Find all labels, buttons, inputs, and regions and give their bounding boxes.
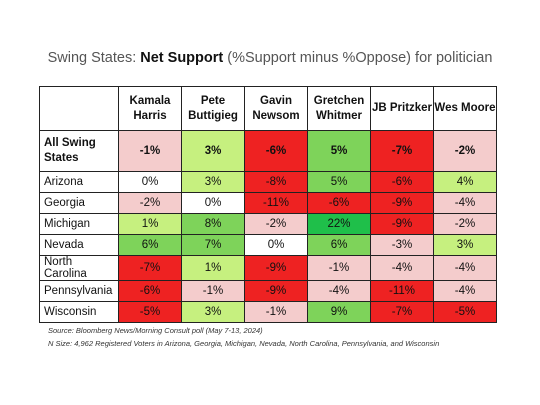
row-label-line1: North Carolina [44, 256, 87, 280]
heat-cell: -9% [370, 192, 434, 214]
heat-cell: -7% [370, 130, 434, 172]
heat-cell: -4% [433, 280, 497, 302]
heat-cell: -1% [181, 280, 245, 302]
table-row: Nevada 6% 7% 0% 6% -3% 3% [39, 234, 497, 256]
column-header-line1: Gretchen [313, 94, 365, 107]
row-label-line2: States [44, 152, 79, 164]
heat-cell: 6% [307, 234, 371, 256]
sample-size-line: N Size: 4,962 Registered Voters in Arizo… [48, 339, 440, 348]
heat-cell: -5% [433, 301, 497, 323]
row-label-line1: Michigan [44, 218, 91, 230]
title-bold: Net Support [140, 50, 224, 66]
heat-cell: -9% [244, 255, 308, 281]
table-row: Wisconsin -5% 3% -1% 9% -7% -5% [39, 301, 497, 323]
column-header-line1: Pete [200, 94, 226, 107]
heat-cell: -2% [433, 130, 497, 172]
heat-cell: 9% [307, 301, 371, 323]
column-header-line2: Newsom [252, 109, 300, 122]
table-row: Pennsylvania -6% -1% -9% -4% -11% -4% [39, 280, 497, 302]
heat-cell: 3% [181, 171, 245, 193]
heat-cell: -5% [118, 301, 182, 323]
heat-cell: 8% [181, 213, 245, 235]
title-prefix: Swing States: [47, 50, 141, 66]
heat-cell: -7% [370, 301, 434, 323]
heat-cell: -4% [370, 255, 434, 281]
column-header: JB Pritzker [370, 86, 434, 131]
row-label-line1: Nevada [44, 239, 84, 251]
row-label: Michigan [39, 213, 119, 235]
heat-cell: 4% [433, 171, 497, 193]
heat-cell: -4% [307, 280, 371, 302]
heat-cell: 3% [181, 301, 245, 323]
heat-cell: -6% [244, 130, 308, 172]
heatmap-table: Kamala Harris Pete Buttigieg Gavin Newsom Gret… [39, 86, 497, 323]
heat-cell: -2% [118, 192, 182, 214]
row-label-line1: Arizona [44, 176, 83, 188]
column-header-line2: Buttigieg [188, 109, 238, 122]
heat-cell: -2% [433, 213, 497, 235]
table-row: All Swing States -1% 3% -6% 5% -7% -2% [39, 130, 497, 172]
row-label-line1: Wisconsin [44, 306, 97, 318]
heat-cell: -11% [244, 192, 308, 214]
heat-cell: -6% [307, 192, 371, 214]
heat-cell: 0% [244, 234, 308, 256]
table-row: Michigan 1% 8% -2% 22% -9% -2% [39, 213, 497, 235]
column-header: Gavin Newsom [244, 86, 308, 131]
row-label: Nevada [39, 234, 119, 256]
heat-cell: -1% [307, 255, 371, 281]
heat-cell: 22% [307, 213, 371, 235]
row-label-line1: All Swing [44, 137, 96, 149]
column-header: Pete Buttigieg [181, 86, 245, 131]
column-header-line2: Whitmer [316, 109, 362, 122]
heat-cell: -8% [244, 171, 308, 193]
row-label: Wisconsin [39, 301, 119, 323]
table-body: All Swing States -1% 3% -6% 5% -7% -2% Arizona 0%… [39, 130, 497, 323]
row-label: Georgia [39, 192, 119, 214]
heat-cell: 3% [181, 130, 245, 172]
heat-cell: -6% [370, 171, 434, 193]
heat-cell: 6% [118, 234, 182, 256]
column-header-line1: JB Pritzker [371, 102, 433, 114]
heat-cell: -2% [244, 213, 308, 235]
heat-cell: 0% [181, 192, 245, 214]
heat-cell: 7% [181, 234, 245, 256]
row-label: Arizona [39, 171, 119, 193]
heat-cell: -9% [244, 280, 308, 302]
column-header-line1: Wes Moore [434, 102, 496, 114]
heat-cell: -1% [244, 301, 308, 323]
column-header: Kamala Harris [118, 86, 182, 131]
column-header-line1: Kamala [129, 94, 171, 107]
heat-cell: 1% [118, 213, 182, 235]
row-label-line1: Georgia [44, 197, 85, 209]
source-line: Source: Bloomberg News/Morning Consult p… [48, 326, 263, 335]
chart-title: Swing States: Net Support (%Support minu… [0, 50, 540, 66]
title-suffix: (%Support minus %Oppose) for politician [223, 50, 493, 66]
heat-cell: -1% [118, 130, 182, 172]
column-header: Gretchen Whitmer [307, 86, 371, 131]
heat-cell: 5% [307, 130, 371, 172]
heat-cell: -6% [118, 280, 182, 302]
heat-cell: -7% [118, 255, 182, 281]
heat-cell: -9% [370, 213, 434, 235]
table-row: Georgia -2% 0% -11% -6% -9% -4% [39, 192, 497, 214]
row-label-line1: Pennsylvania [44, 285, 113, 297]
column-header-line2: Harris [133, 109, 167, 122]
table-row: Arizona 0% 3% -8% 5% -6% 4% [39, 171, 497, 193]
heat-cell: -3% [370, 234, 434, 256]
header-row: Kamala Harris Pete Buttigieg Gavin Newsom Gret… [39, 86, 497, 131]
heat-cell: -4% [433, 192, 497, 214]
column-header-line1: Gavin [260, 94, 292, 107]
row-label: North Carolina [39, 255, 119, 281]
row-label: Pennsylvania [39, 280, 119, 302]
corner-cell [39, 86, 119, 131]
heat-cell: 5% [307, 171, 371, 193]
heat-cell: 0% [118, 171, 182, 193]
heat-cell: -4% [433, 255, 497, 281]
table-row: North Carolina -7% 1% -9% -1% -4% -4% [39, 255, 497, 281]
row-label: All Swing States [39, 130, 119, 172]
heat-cell: 1% [181, 255, 245, 281]
column-header: Wes Moore [433, 86, 497, 131]
heat-cell: -11% [370, 280, 434, 302]
heat-cell: 3% [433, 234, 497, 256]
